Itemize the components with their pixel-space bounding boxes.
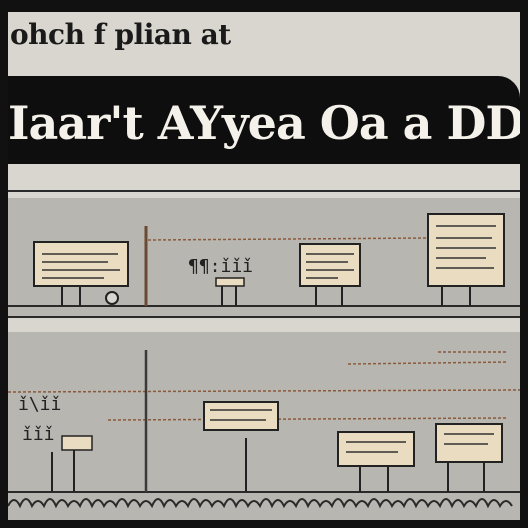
mid-rule: [8, 316, 520, 318]
title-band: [8, 76, 520, 164]
billboard: [337, 431, 415, 492]
top-caption: ohch f plian at: [10, 18, 231, 51]
sign-glyph: ǐ\ǐǐ: [18, 394, 61, 415]
sign-glyph: ǐǐǐ: [22, 424, 55, 445]
billboard: [427, 213, 505, 306]
illustration-frame: ohch f plian at Iaar't AYyea Oa a DD: [8, 12, 520, 520]
small-sign: ǐ\ǐǐ ǐǐǐ: [18, 394, 93, 492]
dotted-line: [147, 237, 429, 241]
grass: [8, 498, 513, 509]
billboard-scene: ¶¶:ǐǐǐ ǐ\ǐ: [8, 213, 520, 509]
dotted-line: [8, 389, 520, 393]
dotted-line: [107, 417, 509, 421]
billboard: [435, 423, 503, 492]
billboard: [299, 243, 361, 306]
small-sign: ¶¶:ǐǐǐ: [188, 256, 253, 306]
billboard: [33, 241, 129, 306]
title-text: Iaar't AYyea Oa a DD: [8, 96, 520, 150]
upper-rule: [8, 190, 520, 192]
dotted-line: [347, 361, 509, 365]
billboard: [203, 401, 279, 492]
sign-glyph: ¶¶:ǐǐǐ: [188, 256, 253, 277]
